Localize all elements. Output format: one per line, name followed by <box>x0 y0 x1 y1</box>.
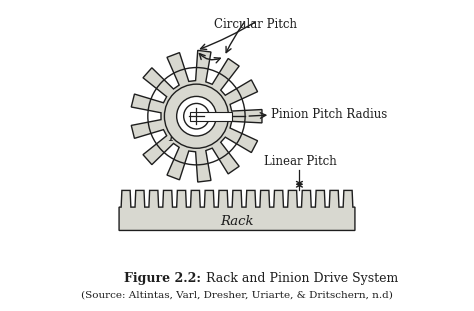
Text: Circular Pitch: Circular Pitch <box>214 18 297 31</box>
Text: Figure 2.2: Rack and Pinion Drive System: Figure 2.2: Rack and Pinion Drive System <box>0 310 1 311</box>
Text: Pinion Pitch Radius: Pinion Pitch Radius <box>272 109 388 122</box>
Circle shape <box>164 84 228 148</box>
Text: Linear Pitch: Linear Pitch <box>264 155 337 168</box>
Circle shape <box>177 96 216 136</box>
Polygon shape <box>131 50 262 182</box>
Text: (Source: Altintas, Varl, Dresher, Uriarte, & Dritschern, n.d): (Source: Altintas, Varl, Dresher, Uriart… <box>81 291 393 299</box>
Text: Figure 2.2:: Figure 2.2: <box>124 272 201 285</box>
Text: Rack and Pinion Drive System: Rack and Pinion Drive System <box>202 272 398 285</box>
Circle shape <box>184 104 209 129</box>
Polygon shape <box>190 112 232 121</box>
Text: Pinion: Pinion <box>168 131 210 144</box>
Polygon shape <box>119 190 355 230</box>
Text: Rack: Rack <box>220 215 254 228</box>
